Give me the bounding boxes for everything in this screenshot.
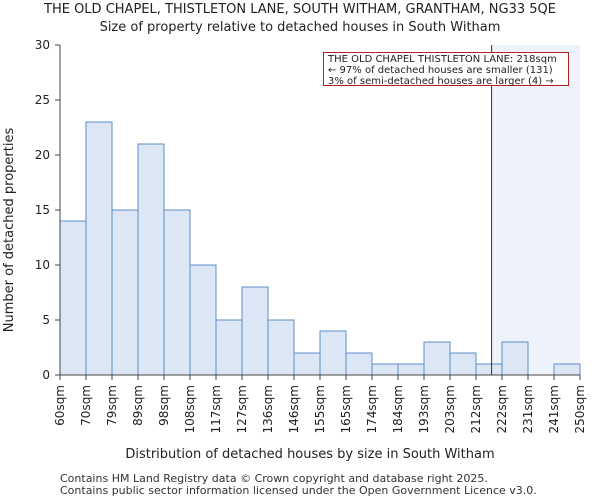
y-tick-label: 5 bbox=[42, 313, 50, 327]
x-tick-label: 60sqm bbox=[53, 385, 67, 426]
x-tick-label: 136sqm bbox=[261, 385, 275, 433]
bar-127sqm bbox=[241, 286, 269, 376]
bar-136sqm bbox=[267, 319, 295, 376]
x-tick-label: 79sqm bbox=[105, 385, 119, 426]
x-tick-label: 222sqm bbox=[495, 385, 509, 433]
x-tick-label: 212sqm bbox=[469, 385, 483, 433]
bar-146sqm bbox=[293, 352, 321, 376]
x-tick-label: 89sqm bbox=[131, 385, 145, 426]
x-tick-label: 127sqm bbox=[235, 385, 249, 433]
bar-241sqm bbox=[553, 363, 581, 376]
y-tick-label: 30 bbox=[35, 38, 50, 52]
bar-174sqm bbox=[371, 363, 399, 376]
annotation-line-3: 3% of semi-detached houses are larger (4… bbox=[328, 76, 554, 87]
y-tick-label: 10 bbox=[35, 258, 50, 272]
y-axis-label: Number of detached properties bbox=[2, 128, 17, 333]
bar-203sqm bbox=[449, 352, 477, 376]
highlight-region bbox=[491, 45, 580, 375]
x-tick-label: 250sqm bbox=[573, 385, 587, 433]
histogram-chart: 0 5 10 15 20 25 30 60sqm 70sqm 79sqm 89sqm 98sqm 108… bbox=[2, 38, 587, 462]
x-tick-label: 146sqm bbox=[287, 385, 301, 433]
bar-155sqm bbox=[319, 330, 347, 376]
bar-89sqm bbox=[137, 143, 165, 376]
bar-222sqm bbox=[501, 341, 529, 376]
bar-70sqm bbox=[85, 121, 113, 376]
y-tick-label: 20 bbox=[35, 148, 50, 162]
bar-165sqm bbox=[345, 352, 373, 376]
bar-117sqm bbox=[215, 319, 243, 376]
x-tick-label: 231sqm bbox=[521, 385, 535, 433]
bar-184sqm bbox=[397, 363, 425, 376]
y-tick-label: 25 bbox=[35, 93, 50, 107]
x-tick-label: 203sqm bbox=[443, 385, 457, 433]
bar-98sqm bbox=[163, 209, 191, 376]
bar-60sqm bbox=[59, 220, 87, 376]
x-tick-label: 155sqm bbox=[313, 385, 327, 433]
annotation-line-2: ← 97% of detached houses are smaller (13… bbox=[328, 65, 553, 76]
x-tick-label: 193sqm bbox=[417, 385, 431, 433]
property-annotation-box: THE OLD CHAPEL THISTLETON LANE: 218sqm ←… bbox=[323, 52, 569, 87]
x-tick-label: 98sqm bbox=[157, 385, 171, 426]
bar-79sqm bbox=[111, 209, 139, 376]
x-axis-label: Distribution of detached houses by size … bbox=[125, 447, 494, 462]
x-tick-label: 117sqm bbox=[209, 385, 223, 433]
x-tick-label: 184sqm bbox=[391, 385, 405, 433]
bar-108sqm bbox=[189, 264, 217, 376]
x-tick-label: 174sqm bbox=[365, 385, 379, 433]
y-tick-label: 15 bbox=[35, 203, 50, 217]
bar-212sqm bbox=[475, 363, 503, 376]
x-tick-label: 241sqm bbox=[547, 385, 561, 433]
chart-subtitle: Size of property relative to detached ho… bbox=[99, 20, 501, 35]
x-tick-label: 108sqm bbox=[183, 385, 197, 433]
annotation-line-1: THE OLD CHAPEL THISTLETON LANE: 218sqm bbox=[328, 54, 557, 65]
bar-193sqm bbox=[423, 341, 451, 376]
y-tick-label: 0 bbox=[42, 368, 50, 382]
x-tick-label: 70sqm bbox=[79, 385, 93, 426]
x-tick-label: 165sqm bbox=[339, 385, 353, 433]
footer-licence: Contains public sector information licen… bbox=[60, 484, 537, 497]
chart-title: THE OLD CHAPEL, THISTLETON LANE, SOUTH W… bbox=[44, 2, 556, 17]
footer-copyright: Contains HM Land Registry data © Crown c… bbox=[60, 472, 488, 485]
